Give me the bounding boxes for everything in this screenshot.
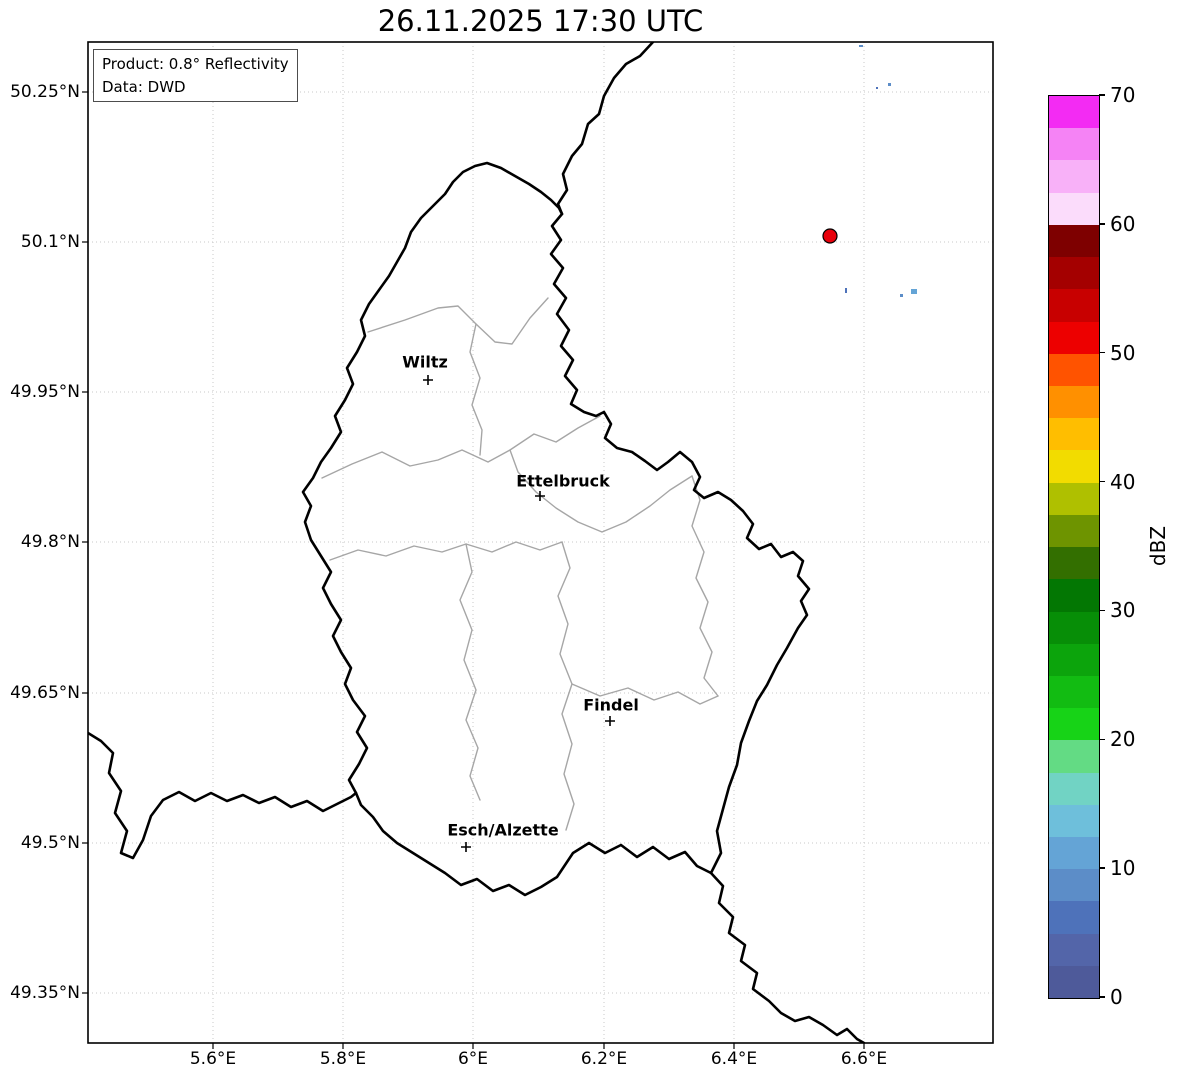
district-border (691, 475, 719, 697)
colorbar-segment (1049, 289, 1099, 322)
country-border (301, 161, 811, 897)
city-marker (461, 842, 471, 852)
district-border (329, 541, 563, 561)
red-marker (822, 228, 838, 244)
colorbar-tick-label: 60 (1110, 211, 1136, 236)
lon-tick-label: 6°E (457, 1049, 489, 1069)
colorbar-segment (1049, 418, 1099, 451)
map-layers (88, 42, 917, 1043)
colorbar-segment (1049, 965, 1099, 999)
colorbar-segment (1049, 224, 1099, 258)
colorbar-segment (1049, 385, 1099, 419)
lon-tick-label: 5.8°E (319, 1049, 367, 1069)
colorbar-segment (1049, 772, 1099, 805)
lat-tick-label: 49.35°N (10, 983, 80, 1003)
lat-tick-label: 49.5°N (20, 833, 80, 853)
colorbar-segment (1049, 353, 1099, 386)
colorbar (1048, 95, 1100, 999)
colorbar-segment (1049, 450, 1099, 483)
country-border (709, 871, 866, 1043)
colorbar-segment (1049, 128, 1099, 161)
colorbar-segment (1049, 192, 1099, 225)
country-border (556, 42, 655, 216)
city-label: Wiltz (402, 352, 448, 372)
colorbar-tick-mark (1099, 996, 1105, 998)
colorbar-segment (1049, 514, 1099, 548)
lon-tick-label: 6.6°E (840, 1049, 888, 1069)
colorbar-tick-label: 50 (1110, 340, 1136, 365)
city-label: Findel (583, 695, 639, 715)
colorbar-tick-mark (1099, 352, 1105, 354)
city-marker (423, 375, 433, 385)
city-label: Esch/Alzette (447, 820, 559, 840)
colorbar-segment (1049, 804, 1099, 838)
colorbar-segment (1049, 901, 1099, 934)
city-marker (535, 491, 545, 501)
city-label: Ettelbruck (516, 471, 610, 491)
lat-tick-label: 49.95°N (10, 382, 80, 402)
district-border (571, 683, 719, 705)
lat-tick-label: 50.25°N (10, 82, 80, 102)
district-border (459, 543, 481, 801)
colorbar-tick-label: 10 (1110, 856, 1136, 881)
lon-tick-label: 5.6°E (189, 1049, 237, 1069)
colorbar-tick-mark (1099, 223, 1105, 225)
colorbar-tick-label: 70 (1110, 83, 1136, 107)
radar-echo (859, 45, 863, 47)
lat-tick-label: 49.8°N (20, 532, 80, 552)
lat-tick-label: 49.65°N (10, 683, 80, 703)
district-border (367, 297, 549, 345)
radar-echo (911, 289, 917, 294)
product-line: Product: 0.8° Reflectivity (102, 55, 289, 73)
colorbar-tick-mark (1099, 609, 1105, 612)
city-marker (605, 716, 615, 726)
district-border (469, 323, 483, 456)
colorbar-segment (1049, 321, 1099, 354)
district-border (509, 449, 693, 533)
radar-echo (845, 288, 847, 293)
colorbar-tick-label: 30 (1110, 598, 1136, 623)
product-info-box: Product: 0.8° Reflectivity Data: DWD (93, 49, 298, 102)
colorbar-segment (1049, 933, 1099, 966)
colorbar-segment (1049, 257, 1099, 290)
colorbar-segment (1049, 643, 1099, 676)
district-border (321, 415, 601, 479)
colorbar-tick-label: 0 (1110, 985, 1123, 1009)
figure-title: 26.11.2025 17:30 UTC (377, 4, 704, 38)
radar-echo (888, 83, 891, 86)
colorbar-segment (1049, 96, 1099, 129)
colorbar-segment (1049, 579, 1099, 612)
colorbar-segment (1049, 611, 1099, 644)
colorbar-segment (1049, 482, 1099, 515)
colorbar-tick-label: 20 (1110, 727, 1136, 752)
country-border (88, 731, 358, 860)
colorbar-segment (1049, 160, 1099, 193)
colorbar-tick-label: 40 (1110, 469, 1136, 494)
colorbar-axis-label: dBZ (1146, 525, 1170, 567)
colorbar-segment (1049, 675, 1099, 709)
colorbar-tick-mark (1099, 867, 1105, 869)
colorbar-segment (1049, 740, 1099, 773)
colorbar-segment (1049, 837, 1099, 870)
radar-echo (876, 87, 878, 89)
colorbar-tick-mark (1099, 738, 1105, 740)
lon-tick-label: 6.4°E (710, 1049, 758, 1069)
lat-tick-label: 50.1°N (20, 232, 80, 252)
radar-echo (900, 294, 903, 297)
district-border (557, 541, 575, 831)
colorbar-tick-mark (1099, 94, 1105, 96)
data-source-line: Data: DWD (102, 77, 186, 96)
colorbar-segment (1049, 547, 1099, 580)
colorbar-segment (1049, 708, 1099, 741)
colorbar-segment (1049, 869, 1099, 902)
lon-tick-label: 6.2°E (580, 1049, 628, 1069)
plot-frame (87, 41, 994, 1044)
colorbar-tick-mark (1099, 480, 1105, 483)
